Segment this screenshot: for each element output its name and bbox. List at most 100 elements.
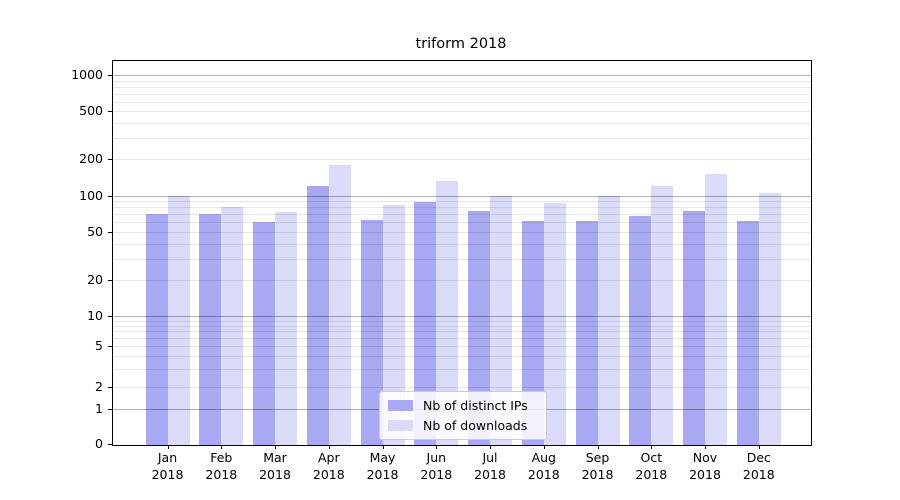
x-tick-label-line: Jul (482, 450, 498, 465)
bar-distinct-ips-1 (199, 214, 222, 445)
y-tick-label: 0 (95, 436, 103, 451)
legend-entry-downloads: Nb of downloads (388, 417, 538, 434)
x-tick-label-line: 2018 (151, 466, 184, 482)
minor-gridline (113, 325, 811, 327)
x-tick-label-line: Mar (263, 450, 287, 465)
bar-distinct-ips-0 (145, 214, 168, 445)
y-axis-tick (108, 279, 112, 281)
minor-gridline (113, 214, 811, 216)
x-axis-tick (221, 445, 223, 449)
bar-distinct-ips-11 (736, 220, 759, 445)
y-axis-tick (108, 75, 112, 76)
legend-swatch-downloads (388, 420, 413, 431)
x-axis-tick (436, 445, 438, 449)
minor-gridline (113, 86, 811, 88)
x-tick-label-line: 2018 (581, 466, 614, 482)
minor-gridline (113, 207, 811, 209)
y-tick-label: 1 (95, 401, 103, 416)
bar-distinct-ips-9 (629, 215, 652, 445)
x-tick-label-line: Aug (531, 450, 556, 465)
bar-distinct-ips-7 (521, 221, 544, 445)
x-tick-label-line: Sep (585, 450, 610, 465)
x-axis-tick (167, 445, 169, 449)
y-tick-label: 2 (95, 378, 103, 394)
bar-distinct-ips-3 (306, 186, 329, 445)
y-axis-tick (108, 444, 112, 445)
minor-gridline (113, 138, 811, 139)
major-gridline (113, 75, 811, 76)
y-axis-tick (108, 159, 112, 161)
x-tick-label: Nov 2018 (677, 450, 733, 483)
bar-distinct-ips-8 (575, 220, 598, 445)
bar-downloads-11 (758, 192, 781, 445)
x-tick-label-line: 2018 (366, 466, 399, 482)
bar-downloads-10 (705, 173, 727, 445)
bar-downloads-6 (490, 195, 512, 445)
minor-gridline (113, 159, 811, 161)
x-tick-label: Apr 2018 (301, 450, 357, 483)
bar-distinct-ips-2 (253, 222, 275, 445)
y-axis-tick (108, 231, 112, 233)
x-tick-label: Sep 2018 (570, 450, 626, 483)
minor-gridline (113, 101, 811, 103)
x-tick-label-line: Dec (746, 450, 771, 465)
bar-distinct-ips-5 (414, 202, 437, 445)
y-tick-label: 1000 (71, 67, 103, 82)
minor-gridline (113, 243, 811, 245)
x-tick-label: Jan 2018 (140, 450, 196, 483)
minor-gridline (113, 320, 811, 322)
x-tick-label-line: 2018 (205, 466, 238, 482)
x-axis-tick (543, 445, 545, 449)
bar-downloads-0 (167, 195, 190, 445)
x-tick-label-line: Oct (640, 450, 663, 465)
x-axis-tick (758, 445, 760, 449)
legend: Nb of distinct IPs Nb of downloads (379, 391, 547, 440)
bar-downloads-7 (543, 203, 566, 445)
x-axis-tick (651, 445, 653, 449)
x-tick-label: Jul 2018 (462, 450, 518, 483)
minor-gridline (113, 279, 811, 281)
x-tick-label-line: Feb (210, 450, 233, 465)
minor-gridline (113, 231, 811, 233)
x-tick-label-line: 2018 (312, 466, 345, 482)
x-axis-tick (382, 445, 384, 449)
bar-downloads-3 (328, 164, 351, 445)
x-axis-tick (490, 445, 491, 449)
minor-gridline (113, 201, 811, 202)
x-tick-label-line: Jun (426, 450, 447, 465)
x-tick-label-line: 2018 (474, 466, 506, 482)
minor-gridline (113, 346, 811, 347)
bar-distinct-ips-6 (468, 211, 490, 445)
bar-downloads-5 (436, 180, 459, 445)
x-tick-label: Dec 2018 (731, 450, 787, 483)
bar-downloads-2 (275, 212, 297, 445)
legend-swatch-distinct-ips (388, 400, 413, 411)
legend-entry-distinct-ips: Nb of distinct IPs (388, 397, 538, 414)
x-tick-label: May 2018 (355, 450, 411, 483)
bar-distinct-ips-4 (360, 219, 383, 445)
y-axis-tick (108, 195, 112, 197)
minor-gridline (113, 123, 811, 124)
x-tick-label-line: 2018 (527, 466, 560, 482)
bar-distinct-ips-10 (683, 211, 705, 445)
legend-label-distinct-ips: Nb of distinct IPs (423, 398, 528, 413)
chart-title: triform 2018 (415, 36, 507, 52)
minor-gridline (113, 386, 811, 388)
x-tick-label-line: 2018 (689, 466, 721, 482)
y-tick-label: 50 (87, 223, 103, 239)
y-tick-label: 20 (87, 271, 103, 287)
minor-gridline (113, 368, 811, 370)
minor-gridline (113, 80, 811, 82)
bar-downloads-9 (651, 186, 674, 445)
y-axis-tick (108, 386, 112, 388)
y-axis-tick (108, 316, 112, 317)
bar-downloads-8 (597, 195, 620, 445)
x-tick-label-line: Jan (157, 450, 178, 465)
plot-area: Nb of distinct IPs Nb of downloads (112, 60, 812, 446)
minor-gridline (113, 258, 811, 260)
x-axis-tick (705, 445, 706, 449)
y-tick-label: 500 (79, 103, 103, 119)
x-tick-label-line: 2018 (259, 466, 291, 482)
y-tick-label: 200 (79, 151, 103, 167)
x-tick-label: Aug 2018 (516, 450, 572, 483)
